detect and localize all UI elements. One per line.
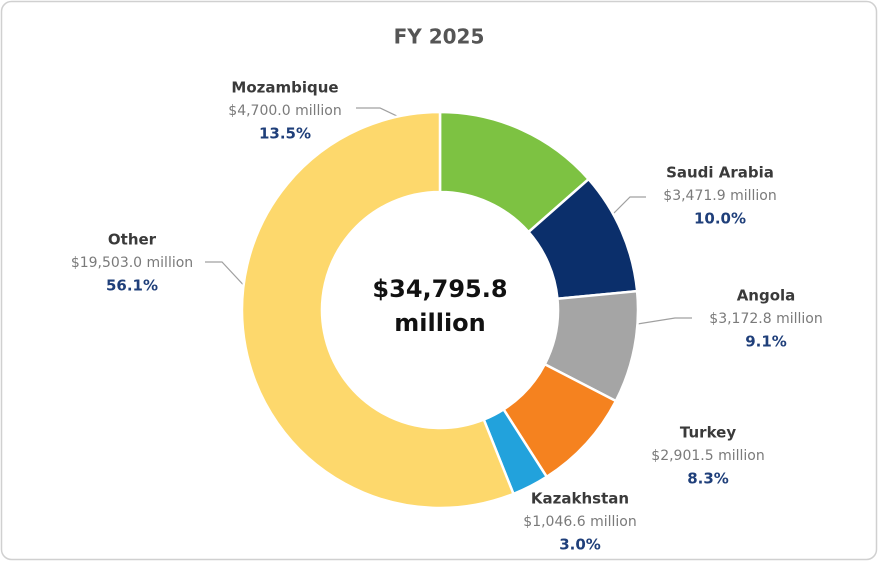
category-label: Other xyxy=(108,231,157,249)
value-label: $4,700.0 million xyxy=(228,103,341,119)
category-label: Kazakhstan xyxy=(531,490,629,508)
percent-label: 9.1% xyxy=(745,333,787,351)
percent-label: 8.3% xyxy=(687,470,729,488)
value-label: $2,901.5 million xyxy=(651,448,764,464)
value-label: $3,471.9 million xyxy=(663,188,776,204)
percent-label: 13.5% xyxy=(259,125,311,143)
value-label: $3,172.8 million xyxy=(709,311,822,327)
category-label: Angola xyxy=(737,287,796,305)
percent-label: 3.0% xyxy=(559,536,601,554)
center-label: $34,795.8 xyxy=(372,275,507,303)
category-label: Saudi Arabia xyxy=(666,164,774,182)
percent-label: 56.1% xyxy=(106,277,158,295)
value-label: $1,046.6 million xyxy=(523,514,636,530)
donut-slice xyxy=(240,110,516,510)
percent-label: 10.0% xyxy=(694,210,746,228)
value-label: $19,503.0 million xyxy=(71,255,193,271)
category-label: Turkey xyxy=(680,424,736,442)
center-label: million xyxy=(394,309,486,337)
category-label: Mozambique xyxy=(231,79,338,97)
chart-title: FY 2025 xyxy=(394,25,485,49)
